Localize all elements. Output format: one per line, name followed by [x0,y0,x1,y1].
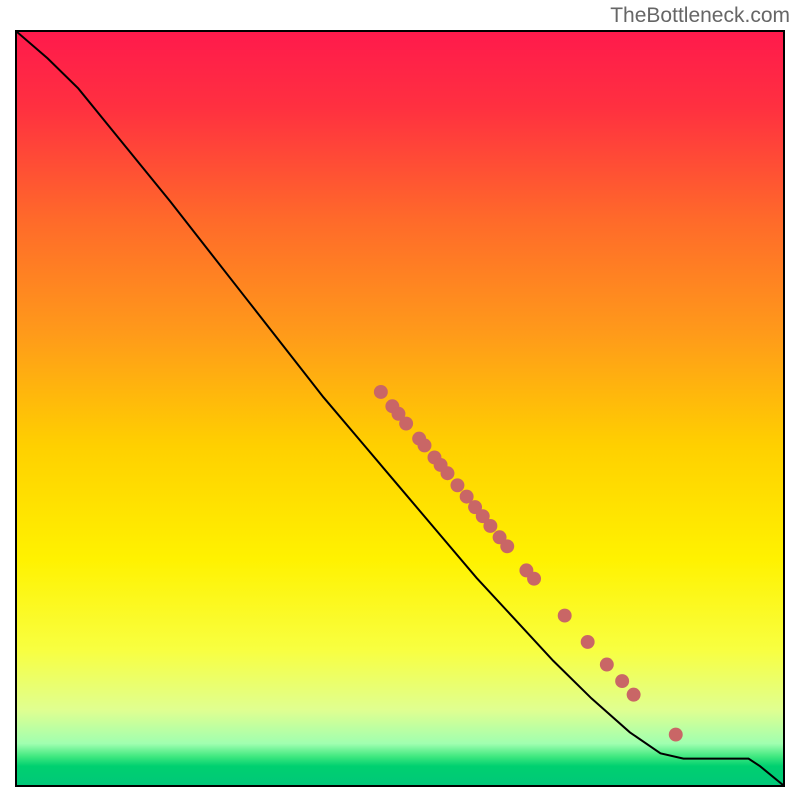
data-marker [418,438,432,452]
data-marker [399,417,413,431]
marker-group [374,385,683,742]
data-marker [441,466,455,480]
data-marker [600,658,614,672]
data-marker [558,609,572,623]
data-marker [500,539,514,553]
data-marker [450,478,464,492]
curve-layer [17,32,783,785]
data-marker [374,385,388,399]
data-marker [483,519,497,533]
data-marker [615,674,629,688]
plot-area [15,30,785,787]
chart-container: TheBottleneck.com [0,0,800,800]
data-marker [581,635,595,649]
data-marker [669,728,683,742]
watermark-text: TheBottleneck.com [610,4,790,28]
data-marker [627,688,641,702]
data-marker [527,572,541,586]
